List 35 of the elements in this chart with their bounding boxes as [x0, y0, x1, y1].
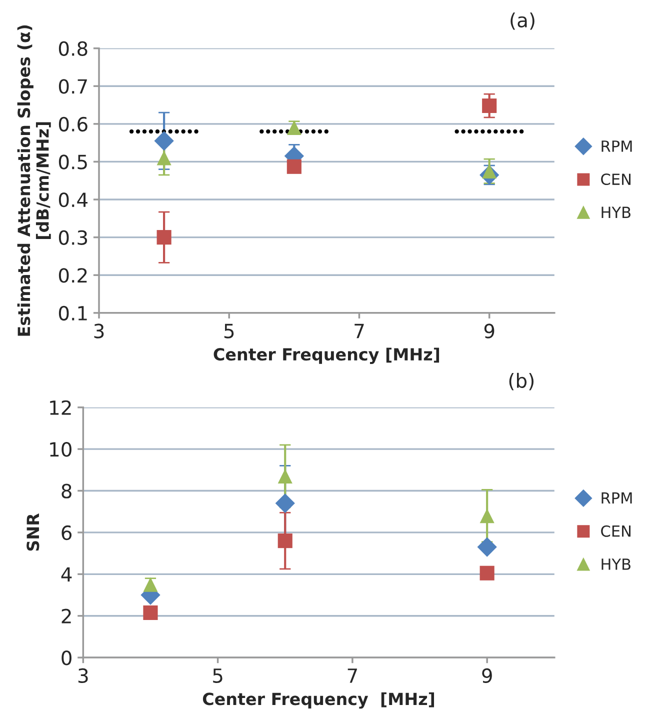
- legend-label: RPM: [602, 140, 632, 152]
- y-tick-label: 0: [62, 650, 72, 666]
- x-tick-label: 7: [348, 668, 357, 683]
- y-tick-label: 6: [62, 525, 72, 540]
- x-tick-label: 9: [484, 324, 494, 338]
- x-tick-label: 3: [78, 668, 88, 684]
- x-axis-title: Center Frequency [MHz]: [214, 348, 440, 364]
- y-tick-label: 8: [62, 484, 72, 498]
- x-tick-label: 5: [224, 324, 234, 338]
- y-tick-label: 0.5: [58, 154, 87, 170]
- x-tick-label: 9: [482, 668, 492, 684]
- y-axis-title: Estimated Attenuation Slopes (α) [dB/cm/MHz]: [17, 25, 51, 336]
- y-axis-title: SNR: [26, 513, 40, 551]
- legend-label: HYB: [602, 206, 630, 218]
- y-tick-label: 0.1: [58, 306, 87, 321]
- y-tick-label: 4: [61, 567, 72, 582]
- x-tick-label: 5: [213, 668, 222, 684]
- text: (b): [509, 372, 534, 390]
- y-tick-label: 2: [62, 608, 71, 624]
- legend-label: CEN: [601, 525, 630, 537]
- y-tick-label: 10: [50, 442, 72, 457]
- y-tick-label: 0.3: [58, 230, 88, 245]
- legend-label: CEN: [601, 173, 630, 186]
- x-tick-label: 7: [354, 324, 364, 338]
- legend-label: HYB: [602, 558, 630, 570]
- y-tick-label: 0.2: [58, 268, 87, 283]
- x-tick-label: 3: [94, 324, 104, 338]
- y-tick-label: 0.6: [58, 116, 88, 132]
- y-tick-label: 0.8: [58, 41, 88, 56]
- y-tick-label: 12: [50, 400, 71, 415]
- y-tick-label: 0.4: [58, 192, 88, 208]
- x-axis-title: Center Frequency [MHz]: [202, 692, 434, 709]
- text: (a): [510, 12, 534, 30]
- y-tick-label: 0.7: [58, 79, 87, 94]
- legend-label: RPM: [602, 492, 632, 504]
